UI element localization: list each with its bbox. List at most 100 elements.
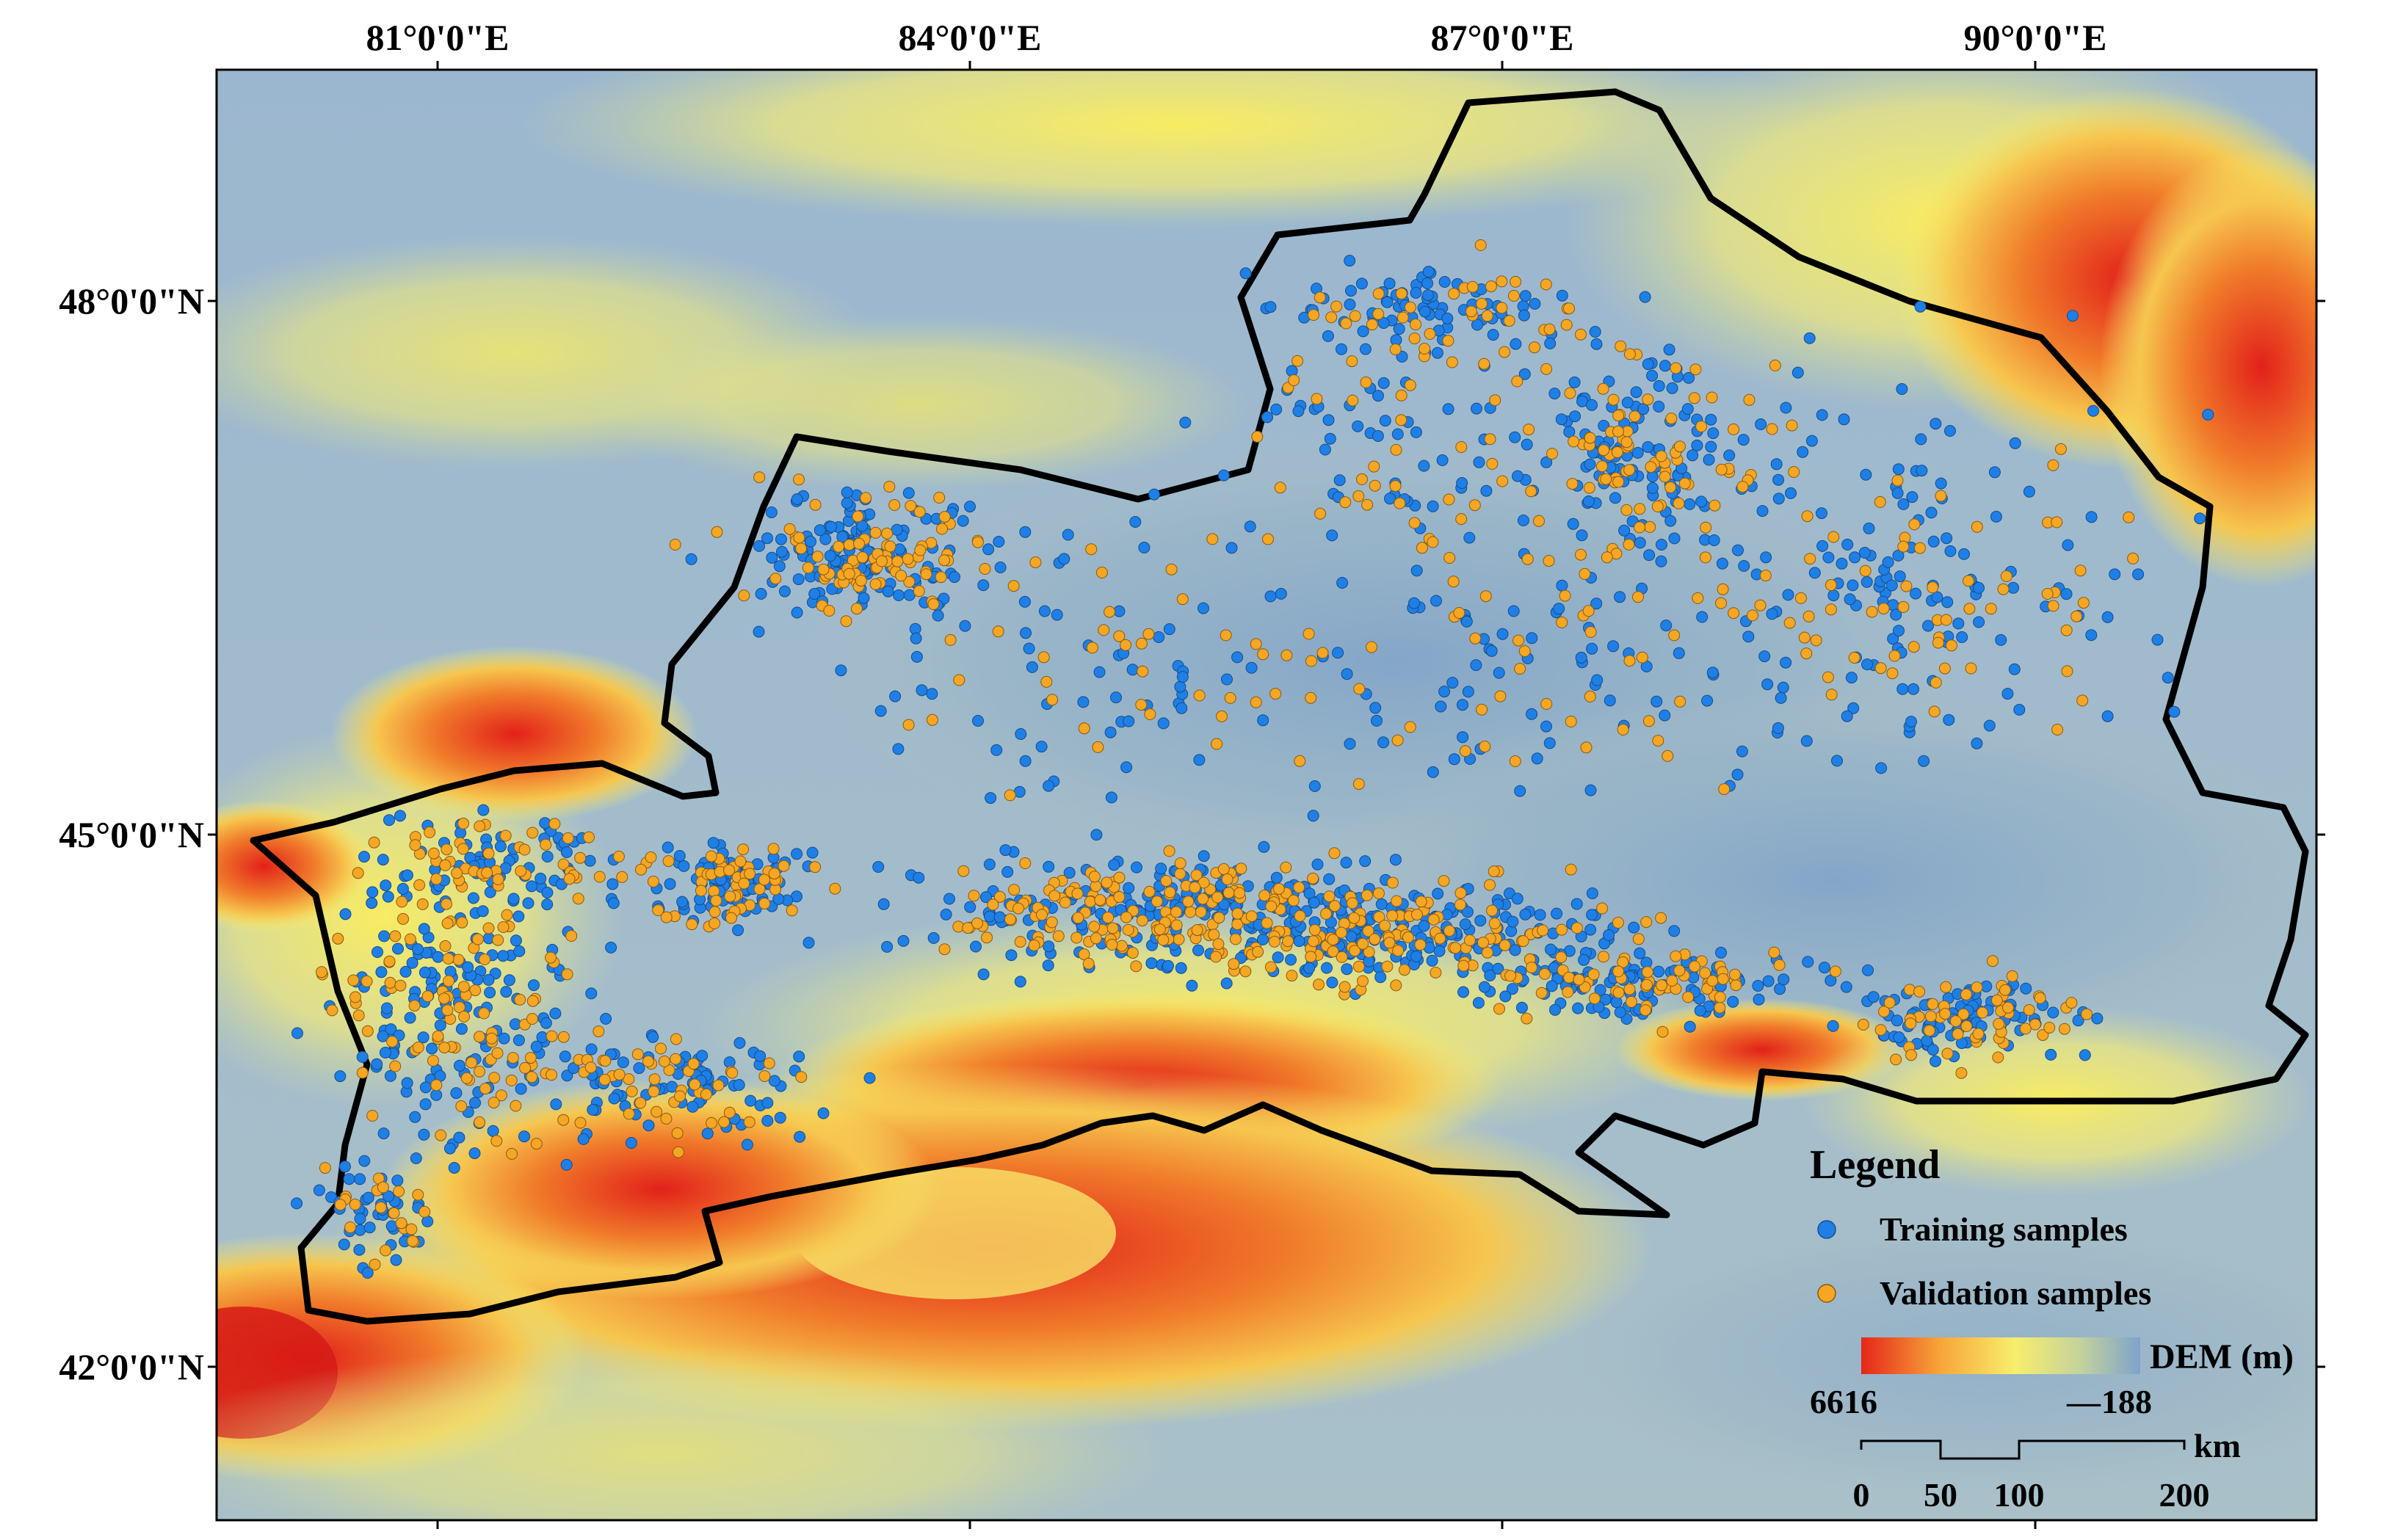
validation-point <box>705 850 717 862</box>
validation-point <box>1126 947 1139 959</box>
training-point <box>455 1023 468 1035</box>
training-point <box>1485 644 1498 657</box>
validation-point <box>763 1057 775 1069</box>
training-point <box>1782 589 1794 601</box>
training-point <box>1471 402 1482 415</box>
validation-point <box>1160 875 1173 887</box>
validation-point <box>758 1070 771 1082</box>
validation-point <box>1941 1047 1954 1060</box>
validation-point <box>1908 518 1921 531</box>
training-point <box>2066 310 2079 322</box>
validation-point <box>1714 991 1726 1003</box>
validation-point <box>1094 894 1106 907</box>
validation-point <box>1389 480 1402 493</box>
validation-point <box>1404 721 1416 733</box>
training-point <box>1586 399 1598 411</box>
training-point <box>1186 979 1198 992</box>
training-point <box>872 861 885 873</box>
validation-point <box>2076 694 2089 707</box>
validation-point <box>1408 517 1421 529</box>
validation-point <box>1090 932 1102 945</box>
training-point <box>1514 785 1526 797</box>
training-point <box>399 965 412 978</box>
training-point <box>1753 993 1765 1006</box>
validation-point <box>1656 1025 1669 1038</box>
training-point <box>2008 663 2021 675</box>
validation-point <box>891 555 904 567</box>
training-point <box>1695 495 1708 508</box>
training-point <box>469 1097 481 1109</box>
validation-point <box>441 917 454 929</box>
training-point <box>1333 474 1346 487</box>
validation-point <box>1092 741 1104 753</box>
validation-sample-points <box>316 239 2140 1271</box>
validation-point <box>1535 987 1548 999</box>
training-point <box>1391 428 1404 440</box>
training-point <box>1708 534 1720 546</box>
validation-point <box>1537 924 1549 937</box>
training-point <box>825 520 838 533</box>
validation-point <box>1717 973 1729 985</box>
validation-point <box>1584 432 1596 444</box>
validation-point <box>479 954 491 965</box>
validation-point <box>1211 891 1224 904</box>
validation-point <box>1142 628 1155 640</box>
validation-point <box>723 1106 736 1119</box>
validation-point <box>481 866 493 879</box>
training-point <box>1642 358 1654 371</box>
validation-point <box>1642 715 1655 727</box>
validation-point <box>1509 755 1521 767</box>
validation-point <box>662 855 675 868</box>
training-point <box>792 573 805 586</box>
training-point <box>338 1161 351 1173</box>
validation-point <box>1655 450 1667 462</box>
training-point <box>1389 854 1402 866</box>
validation-point <box>1362 925 1374 937</box>
training-point <box>1377 317 1390 329</box>
training-point <box>430 1089 443 1101</box>
validation-point <box>389 1060 402 1072</box>
validation-point <box>1395 389 1407 402</box>
validation-point <box>1736 481 1749 493</box>
training-point <box>2101 710 2114 722</box>
validation-point <box>1607 393 1620 406</box>
validation-point <box>2006 970 2018 982</box>
training-point <box>1344 738 1356 750</box>
training-point <box>1703 454 1715 466</box>
validation-point <box>1476 703 1488 716</box>
validation-point <box>1612 917 1624 929</box>
training-point <box>1956 631 1968 643</box>
validation-point <box>1479 741 1491 752</box>
training-point <box>560 1158 573 1171</box>
training-point <box>410 1152 422 1164</box>
training-point <box>1379 415 1391 427</box>
validation-point <box>1930 676 1942 689</box>
training-point <box>450 1087 463 1100</box>
validation-point <box>1455 441 1468 453</box>
training-point <box>1418 460 1430 472</box>
validation-point <box>869 526 882 539</box>
training-point <box>1591 674 1604 686</box>
validation-point <box>1174 868 1186 880</box>
validation-point <box>1262 533 1274 545</box>
training-point <box>1198 850 1210 862</box>
training-point <box>1915 433 1927 446</box>
training-point <box>1311 858 1324 871</box>
dem-max-label: 6616 <box>1810 1383 1877 1420</box>
validation-point <box>1323 890 1336 903</box>
training-point <box>775 533 787 545</box>
validation-point <box>1135 637 1148 650</box>
validation-point <box>1231 907 1244 920</box>
validation-point <box>1004 913 1016 926</box>
training-point <box>1051 609 1063 621</box>
validation-point <box>540 838 552 851</box>
scale-unit: km <box>2194 1427 2241 1464</box>
validation-point <box>1670 950 1682 962</box>
validation-point <box>1857 1018 1869 1031</box>
validation-point <box>1598 444 1610 457</box>
training-point <box>1381 296 1394 308</box>
latitude-labels: 48°0'0"N 45°0'0"N 42°0'0"N <box>59 280 204 1387</box>
validation-point <box>1457 959 1470 972</box>
validation-point <box>710 895 722 907</box>
validation-point <box>1924 1010 1937 1023</box>
